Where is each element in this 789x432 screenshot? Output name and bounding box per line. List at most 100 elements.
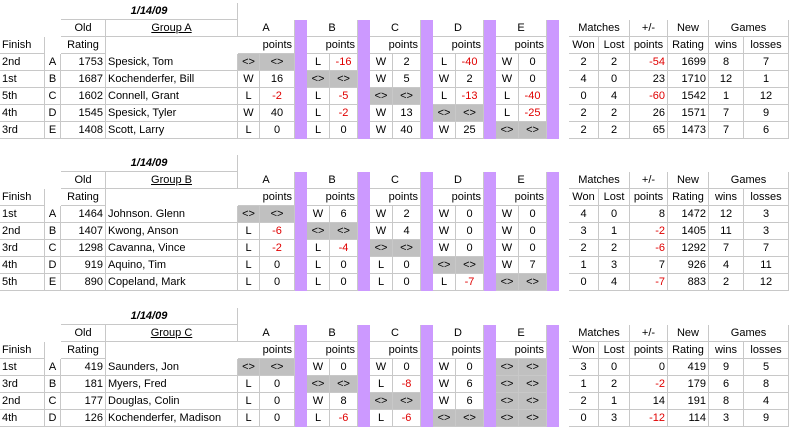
match-points[interactable]: 0	[456, 240, 484, 257]
games-losses[interactable]: 8	[744, 376, 789, 393]
games-wins[interactable]: 7	[709, 122, 744, 139]
match-result[interactable]: L	[496, 105, 519, 122]
new-rating[interactable]: 1473	[668, 122, 709, 139]
header-opponent[interactable]: E	[496, 325, 547, 342]
header-lost[interactable]: Lost	[599, 342, 630, 359]
match-points[interactable]: 2	[393, 54, 421, 71]
matches-won[interactable]: 2	[569, 122, 599, 139]
match-result[interactable]: L	[370, 274, 393, 291]
rating-change[interactable]: 0	[630, 359, 668, 376]
player-name[interactable]: Connell, Grant	[106, 88, 238, 105]
old-rating[interactable]: 919	[61, 257, 106, 274]
games-wins[interactable]: 7	[709, 105, 744, 122]
player-name[interactable]: Scott, Larry	[106, 122, 238, 139]
header-new[interactable]: New	[668, 325, 709, 342]
match-result[interactable]: <>	[433, 410, 456, 427]
finish-place[interactable]: 3rd	[0, 240, 45, 257]
matches-lost[interactable]: 2	[599, 54, 630, 71]
matches-won[interactable]: 0	[569, 274, 599, 291]
match-result[interactable]: <>	[496, 274, 519, 291]
match-points[interactable]: <>	[519, 122, 547, 139]
match-result[interactable]: L	[307, 88, 330, 105]
games-losses[interactable]: 3	[744, 206, 789, 223]
match-result[interactable]: <>	[307, 71, 330, 88]
finish-place[interactable]: 4th	[0, 105, 45, 122]
match-points[interactable]: 7	[519, 257, 547, 274]
player-name[interactable]: Copeland, Mark	[106, 274, 238, 291]
match-result[interactable]: W	[496, 223, 519, 240]
match-result[interactable]: <>	[238, 359, 260, 376]
match-points[interactable]: -6	[260, 223, 295, 240]
rating-change[interactable]: 8	[630, 206, 668, 223]
match-points[interactable]: -2	[260, 88, 295, 105]
player-name[interactable]: Saunders, Jon	[106, 359, 238, 376]
player-name[interactable]: Douglas, Colin	[106, 393, 238, 410]
group-title[interactable]: Group C	[106, 325, 238, 342]
matches-lost[interactable]: 4	[599, 88, 630, 105]
header-finish[interactable]: Finish	[0, 189, 45, 206]
match-result[interactable]: L	[307, 240, 330, 257]
match-result[interactable]: <>	[496, 410, 519, 427]
rating-change[interactable]: -60	[630, 88, 668, 105]
header-points[interactable]: points	[307, 37, 358, 54]
header-losses[interactable]: losses	[744, 37, 789, 54]
match-result[interactable]: L	[238, 393, 260, 410]
finish-place[interactable]: 1st	[0, 359, 45, 376]
header-games[interactable]: Games	[709, 172, 789, 189]
games-wins[interactable]: 7	[709, 240, 744, 257]
old-rating[interactable]: 181	[61, 376, 106, 393]
match-result[interactable]: L	[307, 274, 330, 291]
match-result[interactable]: L	[496, 88, 519, 105]
match-result[interactable]: <>	[496, 122, 519, 139]
match-result[interactable]: L	[238, 274, 260, 291]
match-points[interactable]: 0	[330, 257, 358, 274]
player-name[interactable]: Kwong, Anson	[106, 223, 238, 240]
seed-letter[interactable]: E	[45, 122, 61, 139]
header-finish[interactable]: Finish	[0, 342, 45, 359]
matches-won[interactable]: 1	[569, 376, 599, 393]
header-games[interactable]: Games	[709, 20, 789, 37]
finish-place[interactable]: 1st	[0, 71, 45, 88]
match-points[interactable]: 6	[330, 206, 358, 223]
match-points[interactable]: 0	[519, 206, 547, 223]
finish-place[interactable]: 5th	[0, 274, 45, 291]
header-opponent[interactable]: B	[307, 172, 358, 189]
match-points[interactable]: -2	[260, 240, 295, 257]
match-result[interactable]: W	[370, 71, 393, 88]
match-result[interactable]: W	[433, 359, 456, 376]
matches-lost[interactable]: 4	[599, 274, 630, 291]
match-result[interactable]: L	[433, 54, 456, 71]
old-rating[interactable]: 1602	[61, 88, 106, 105]
match-result[interactable]: L	[307, 54, 330, 71]
match-result[interactable]: L	[238, 122, 260, 139]
match-result[interactable]: W	[238, 105, 260, 122]
old-rating[interactable]: 1545	[61, 105, 106, 122]
match-points[interactable]: 2	[456, 71, 484, 88]
header-matches[interactable]: Matches	[569, 20, 630, 37]
games-wins[interactable]: 9	[709, 359, 744, 376]
header-points[interactable]: points	[433, 342, 484, 359]
match-result[interactable]: W	[496, 71, 519, 88]
match-result[interactable]: W	[370, 122, 393, 139]
match-result[interactable]: L	[238, 240, 260, 257]
games-wins[interactable]: 8	[709, 393, 744, 410]
match-points[interactable]: <>	[260, 206, 295, 223]
header-opponent[interactable]: D	[433, 325, 484, 342]
old-rating[interactable]: 126	[61, 410, 106, 427]
match-points[interactable]: -40	[456, 54, 484, 71]
header-opponent[interactable]: C	[370, 172, 421, 189]
rating-change[interactable]: 14	[630, 393, 668, 410]
finish-place[interactable]: 5th	[0, 88, 45, 105]
finish-place[interactable]: 3rd	[0, 122, 45, 139]
games-losses[interactable]: 1	[744, 71, 789, 88]
finish-place[interactable]: 4th	[0, 257, 45, 274]
new-rating[interactable]: 114	[668, 410, 709, 427]
match-result[interactable]: <>	[496, 359, 519, 376]
matches-lost[interactable]: 2	[599, 376, 630, 393]
header-plusminus[interactable]: +/-	[630, 20, 668, 37]
match-points[interactable]: 4	[393, 223, 421, 240]
match-result[interactable]: W	[307, 206, 330, 223]
matches-won[interactable]: 2	[569, 393, 599, 410]
matches-lost[interactable]: 1	[599, 393, 630, 410]
header-points[interactable]: points	[630, 37, 668, 54]
